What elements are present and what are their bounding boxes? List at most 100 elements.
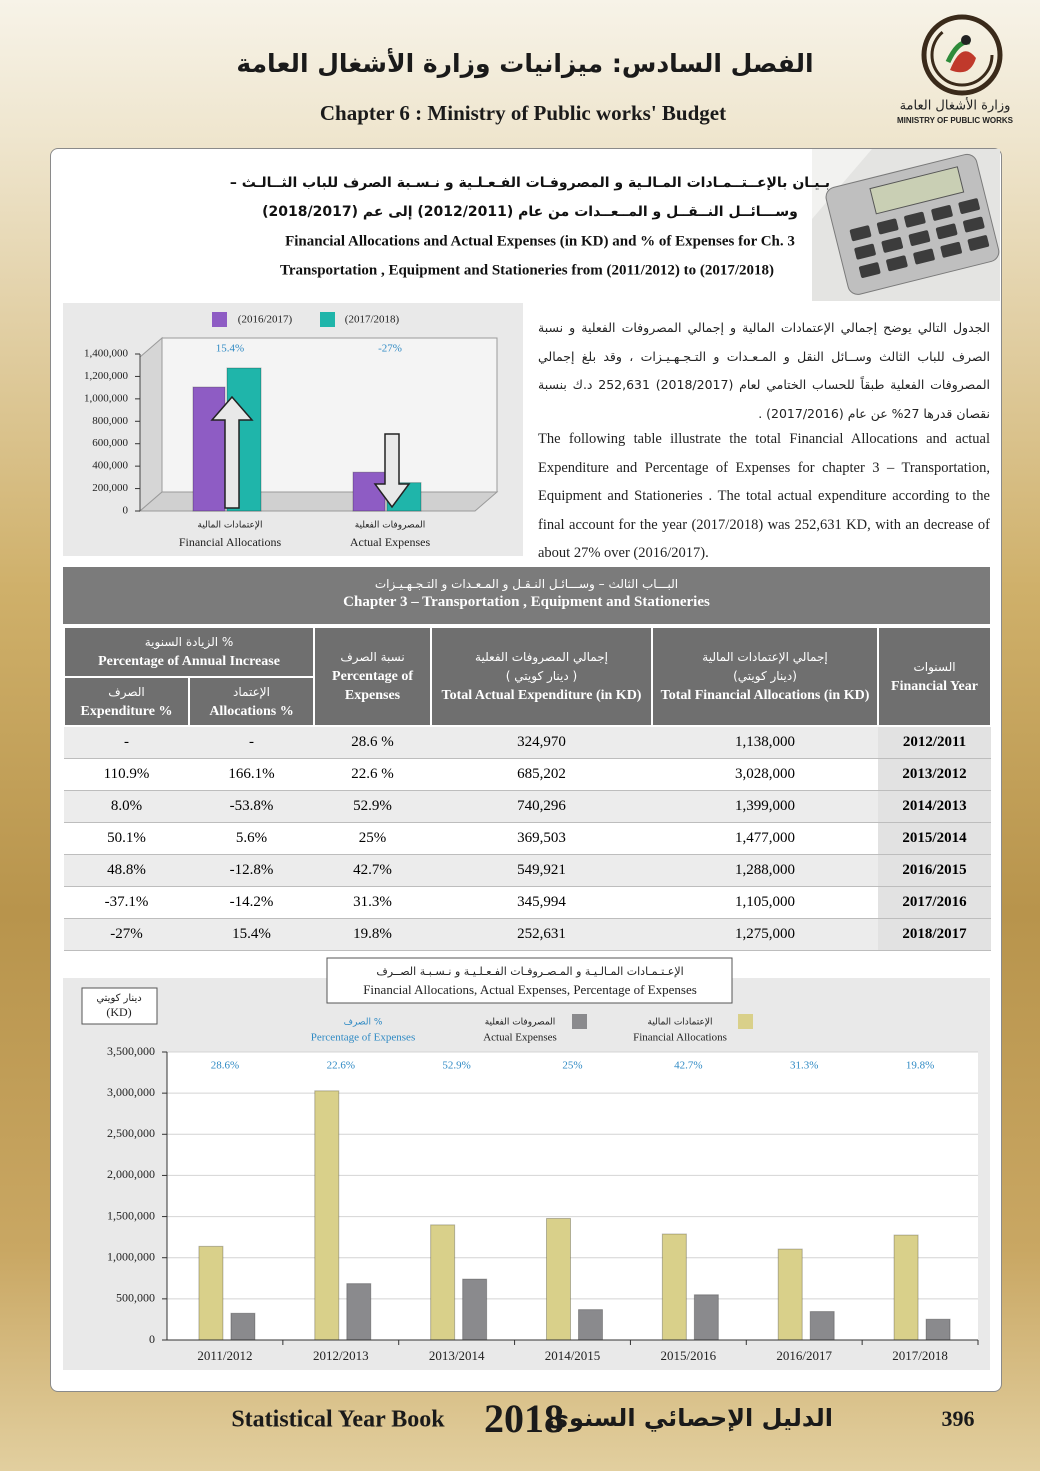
chart-side-wall	[139, 336, 163, 513]
table-cell: 50.1%	[64, 822, 189, 855]
annotation: 15.4%	[216, 343, 244, 355]
table-cell: 5.6%	[189, 822, 315, 855]
page-number: 396	[942, 1406, 975, 1431]
table-cell: -	[64, 726, 189, 759]
header-en: Allocations %	[209, 703, 294, 719]
table-cell: 15.4%	[189, 918, 315, 951]
chart-title-ar: الإعـتـمـادات المـالـيـة و المـصـروفـات …	[376, 965, 683, 978]
footer-left: Statistical Year Book	[231, 1407, 445, 1433]
bar	[809, 1311, 835, 1341]
table-cell: 8.0%	[64, 790, 189, 823]
x-tick-label: 2014/2015	[545, 1348, 601, 1363]
bar	[661, 1233, 687, 1341]
section-title-ar: بـيـان بالإعــتــمـادات المـالـية و المص…	[230, 175, 830, 191]
table: % الزيادة السنوية Percentage of Annual In…	[62, 626, 993, 951]
table-cell: 1,138,000	[652, 726, 879, 759]
legend-label: Actual Expenses	[483, 1032, 557, 1044]
year-cell: 2016/2015	[878, 854, 992, 887]
header-cell: نسبة الصرف Percentage of Expenses	[313, 626, 433, 727]
x-tick-label-ar: الإعتمادات المالية	[198, 521, 263, 531]
header-en: Percentage of Annual Increase	[98, 654, 280, 669]
header-ar: نسبة الصرف	[340, 650, 405, 664]
y-tick-label: 1,000,000	[107, 1249, 155, 1263]
table-row: 110.9% 166.1% 22.6 % 685,202 3,028,000 2013/2…	[64, 758, 992, 791]
table-cell: -	[189, 726, 315, 759]
header-ar: إجمالي المصروفات الفعلية	[475, 650, 608, 664]
table-cell: 52.9%	[314, 790, 432, 823]
header-ar: إجمالي الإعتمادات المالية	[702, 650, 828, 664]
value-label: 25%	[562, 1060, 582, 1072]
header-en: Total Financial Allocations (in KD)	[660, 688, 870, 703]
y-tick-label: 1,200,000	[84, 370, 129, 382]
header-cell: % الزيادة السنوية Percentage of Annual In…	[62, 626, 316, 678]
y-axis-title-ar: دينار كويتي	[96, 993, 141, 1004]
y-tick-label: 400,000	[92, 460, 128, 472]
header-en: Percentage of Expenses	[332, 669, 413, 703]
value-label: 28.6%	[211, 1060, 239, 1072]
y-tick-label: 500,000	[116, 1291, 155, 1305]
arrows	[210, 395, 411, 509]
table-cell: 740,296	[431, 790, 653, 823]
year-cell: 2015/2014	[878, 822, 992, 855]
header-cell: الصرف Expenditure %	[63, 676, 190, 727]
x-tick-label: 2011/2012	[197, 1348, 252, 1363]
y-tick-label: 800,000	[92, 415, 128, 427]
table-title-ar: البـــاب الثالث – وســـائـل النـقـل و ال…	[374, 577, 679, 591]
y-tick-label: 1,500,000	[107, 1208, 155, 1222]
legend-swatch	[320, 312, 335, 327]
table-cell: 345,994	[431, 886, 653, 919]
footer-year: 2018	[484, 1396, 564, 1441]
table-cell: 28.6 %	[314, 726, 432, 759]
table-cell: 42.7%	[314, 854, 432, 887]
header-ar: ( دينار كويتي )	[505, 669, 578, 683]
legend-label: Percentage of Expenses	[311, 1032, 415, 1044]
table-cell: 110.9%	[64, 758, 189, 791]
year-cell: 2018/2017	[878, 918, 992, 951]
legend-label-ar: % الصرف	[344, 1018, 383, 1028]
table-row: -27% 15.4% 19.8% 252,631 1,275,000 2018/2017	[64, 918, 992, 951]
section-title-en: Transportation , Equipment and Stationer…	[280, 262, 774, 278]
table-cell: 685,202	[431, 758, 653, 791]
annotation: -27%	[378, 343, 402, 355]
table-cell: -37.1%	[64, 886, 189, 919]
table-cell: 166.1%	[189, 758, 315, 791]
y-tick-label: 0	[123, 505, 129, 517]
table-cell: 1,288,000	[652, 854, 879, 887]
logo	[921, 14, 1003, 96]
bar	[693, 1294, 719, 1341]
x-tick-label-ar: المصروفات الفعلية	[355, 521, 426, 531]
table-cell: 1,105,000	[652, 886, 879, 919]
y-tick-label: 1,400,000	[84, 348, 129, 360]
legend-label: Financial Allocations	[633, 1032, 727, 1044]
bar	[230, 1312, 256, 1341]
bar	[462, 1278, 488, 1341]
bar	[346, 1283, 372, 1341]
table-row: -37.1% -14.2% 31.3% 345,994 1,105,000 2017/20…	[64, 886, 992, 919]
logo-text-en: MINISTRY OF PUBLIC WORKS	[897, 116, 1014, 125]
paragraph-en: The following table illustrate the total…	[538, 431, 990, 561]
legend-swatch	[738, 1014, 753, 1029]
legend-swatch	[212, 312, 227, 327]
x-tick-label: Financial Allocations	[179, 535, 282, 549]
table-cell: 369,503	[431, 822, 653, 855]
y-tick-label: 1,000,000	[84, 392, 129, 404]
header-en: Total Actual Expenditure (in KD)	[441, 688, 642, 703]
y-tick-label: 600,000	[92, 437, 128, 449]
x-tick-label: 2017/2018	[892, 1348, 948, 1363]
section-title-ar: وســـائــل النــقــل و المــعــدات من عا…	[262, 204, 798, 220]
y-tick-label: 3,500,000	[107, 1044, 155, 1058]
value-label: 31.3%	[790, 1060, 818, 1072]
unit-box	[81, 987, 158, 1025]
header-en: Financial Year	[891, 678, 978, 694]
bar	[198, 1245, 224, 1341]
plot-area	[167, 1052, 978, 1340]
chart-1: 0 200,000 400,000 600,000 800,000 1,000,000 1,…	[84, 312, 430, 549]
bar	[192, 386, 226, 512]
title-ar: الفصل السادس: ميزانيات وزارة الأشغال الع…	[236, 48, 813, 79]
value-label: 42.7%	[674, 1060, 702, 1072]
table-cell: 3,028,000	[652, 758, 879, 791]
bar	[893, 1234, 919, 1341]
logo-text-ar: وزارة الأشغال العامة	[900, 97, 1011, 114]
